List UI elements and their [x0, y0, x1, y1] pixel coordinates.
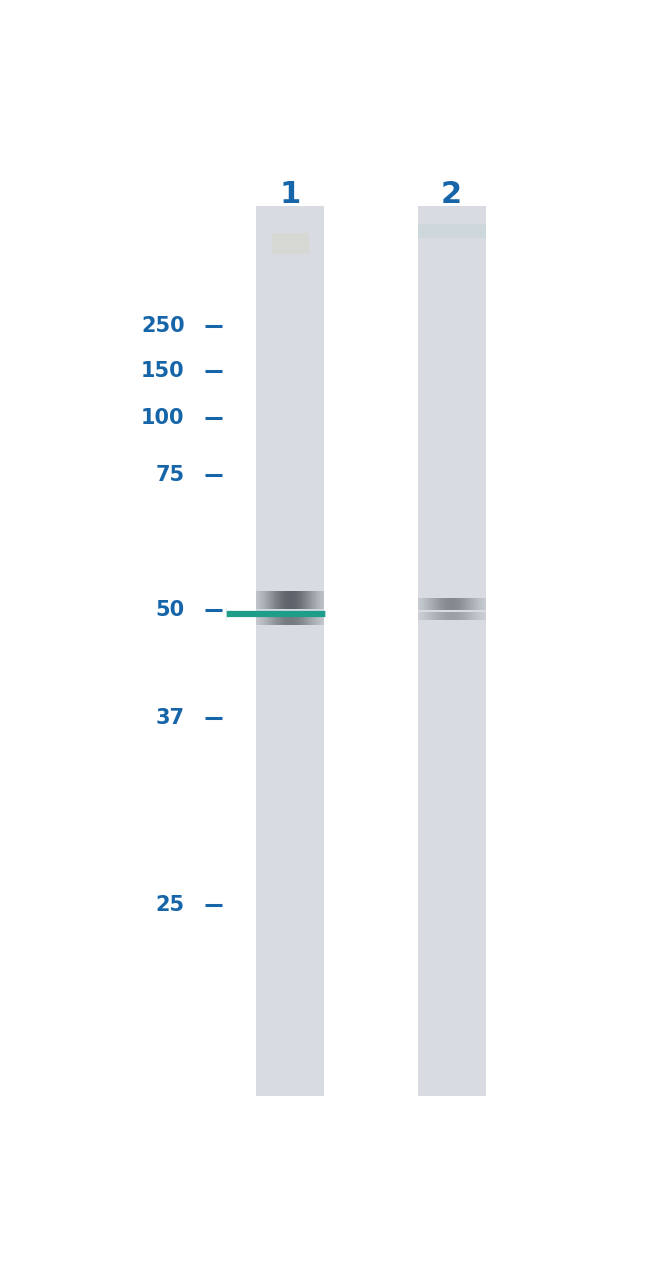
Text: 150: 150 [141, 362, 185, 381]
Text: 100: 100 [141, 409, 185, 428]
Text: 1: 1 [280, 180, 301, 208]
Text: 250: 250 [141, 316, 185, 337]
Text: 37: 37 [155, 707, 185, 728]
Bar [272, 232, 309, 254]
Bar [417, 224, 486, 239]
Text: 50: 50 [155, 599, 185, 620]
Text: 2: 2 [441, 180, 462, 208]
Bar [417, 206, 486, 1096]
Bar [256, 206, 324, 1096]
Text: 75: 75 [155, 465, 185, 485]
Text: 25: 25 [155, 895, 185, 916]
